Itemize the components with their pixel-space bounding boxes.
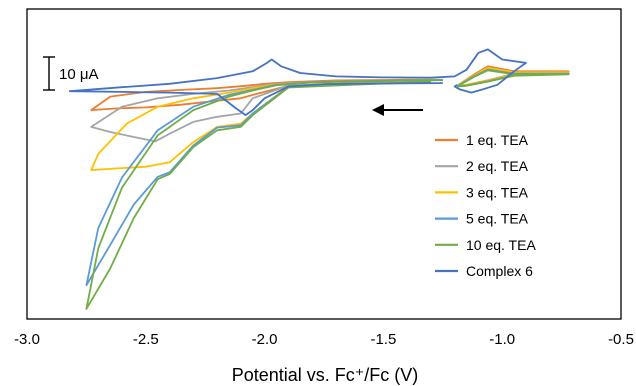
x-tick-label: -1.5 bbox=[370, 331, 396, 348]
trace-series-6 bbox=[68, 48, 527, 116]
trace-series-5 bbox=[85, 79, 443, 310]
x-axis-label: Potential vs. Fc⁺/Fc (V) bbox=[232, 365, 419, 385]
legend-label: Complex 6 bbox=[466, 263, 533, 279]
legend-label: 10 eq. TEA bbox=[466, 237, 536, 253]
legend: 1 eq. TEA 2 eq. TEA 3 eq. TEA 5 eq. TEA 10 e… bbox=[435, 132, 536, 279]
x-axis-tick-labels: -3.0 -2.5 -2.0 -1.5 -1.0 -0.5 bbox=[14, 331, 634, 348]
x-tick-label: -2.5 bbox=[133, 331, 159, 348]
trace-ferrocene-loop-5 bbox=[456, 69, 570, 88]
x-tick-label: -0.5 bbox=[608, 331, 634, 348]
legend-label: 3 eq. TEA bbox=[466, 184, 529, 200]
trace-series-1 bbox=[90, 78, 443, 111]
scale-bar-label: 10 μA bbox=[59, 66, 99, 83]
scale-bar: 10 μA bbox=[43, 56, 99, 91]
x-tick-label: -3.0 bbox=[14, 331, 40, 348]
scan-direction-arrow bbox=[372, 104, 423, 116]
x-tick-label: -2.0 bbox=[252, 331, 278, 348]
scan-arrow-head bbox=[372, 104, 384, 116]
x-tick-label: -1.0 bbox=[489, 331, 515, 348]
legend-label: 5 eq. TEA bbox=[466, 211, 529, 227]
traces bbox=[68, 48, 570, 310]
plot-frame bbox=[26, 8, 622, 320]
legend-label: 1 eq. TEA bbox=[466, 132, 529, 148]
legend-label: 2 eq. TEA bbox=[466, 158, 529, 174]
